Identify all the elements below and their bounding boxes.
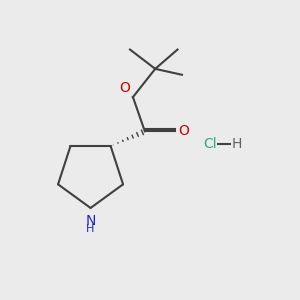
Text: N: N xyxy=(85,214,96,229)
Text: H: H xyxy=(86,224,95,234)
Text: O: O xyxy=(119,81,130,95)
Text: Cl: Cl xyxy=(203,137,217,151)
Text: H: H xyxy=(232,137,242,151)
Text: O: O xyxy=(178,124,189,138)
